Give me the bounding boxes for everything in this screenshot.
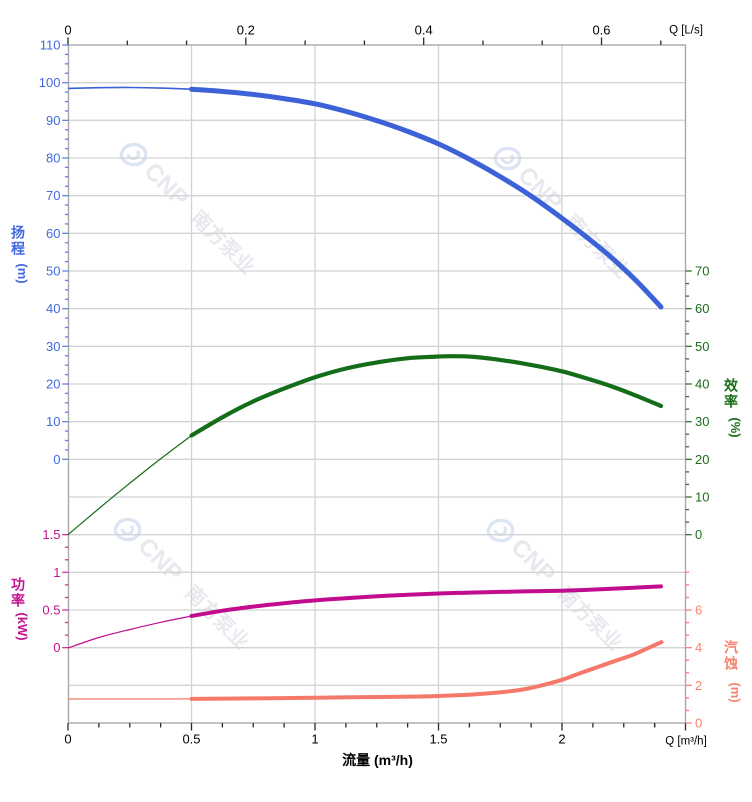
svg-text:0.5: 0.5 (42, 603, 60, 618)
svg-text:90: 90 (46, 113, 60, 128)
svg-text:0: 0 (53, 452, 60, 467)
svg-text:0.5: 0.5 (182, 732, 200, 747)
svg-text:50: 50 (695, 339, 709, 354)
svg-text:程: 程 (11, 241, 25, 257)
svg-text:2: 2 (695, 678, 702, 693)
svg-text:(kW): (kW) (15, 612, 30, 640)
svg-text:(m): (m) (728, 682, 743, 702)
svg-text:率: 率 (11, 593, 25, 609)
svg-text:(m): (m) (15, 263, 30, 283)
svg-text:Q [L/s]: Q [L/s] (669, 25, 703, 37)
svg-text:流量 (m³/h): 流量 (m³/h) (342, 752, 413, 768)
svg-text:0: 0 (53, 640, 60, 655)
svg-text:40: 40 (695, 377, 709, 392)
svg-text:100: 100 (39, 75, 61, 90)
svg-text:80: 80 (46, 151, 60, 166)
svg-text:0: 0 (64, 23, 71, 38)
svg-text:70: 70 (46, 188, 60, 203)
svg-text:4: 4 (695, 640, 702, 655)
svg-text:Q [m³/h]: Q [m³/h] (665, 736, 707, 748)
svg-text:效: 效 (724, 378, 739, 394)
svg-text:率: 率 (724, 394, 738, 410)
svg-text:1.5: 1.5 (429, 732, 447, 747)
svg-text:0: 0 (695, 527, 702, 542)
svg-text:20: 20 (695, 452, 709, 467)
svg-text:60: 60 (695, 301, 709, 316)
svg-text:1.5: 1.5 (42, 527, 60, 542)
svg-text:蚀: 蚀 (723, 656, 738, 672)
svg-text:30: 30 (46, 339, 60, 354)
svg-text:70: 70 (695, 264, 709, 279)
svg-text:40: 40 (46, 301, 60, 316)
svg-text:汽: 汽 (724, 640, 738, 656)
svg-text:0.6: 0.6 (592, 23, 610, 38)
svg-text:(%): (%) (728, 417, 743, 437)
svg-text:20: 20 (46, 377, 60, 392)
svg-text:50: 50 (46, 264, 60, 279)
svg-text:10: 10 (46, 414, 60, 429)
svg-text:0: 0 (64, 732, 71, 747)
svg-text:1: 1 (311, 732, 318, 747)
svg-text:30: 30 (695, 414, 709, 429)
svg-text:扬: 扬 (11, 225, 25, 241)
svg-text:1: 1 (53, 565, 60, 580)
svg-text:0.4: 0.4 (415, 23, 433, 38)
svg-text:60: 60 (46, 226, 60, 241)
svg-text:10: 10 (695, 490, 709, 505)
svg-text:2: 2 (558, 732, 565, 747)
svg-text:功: 功 (11, 577, 25, 593)
svg-text:0.2: 0.2 (237, 23, 255, 38)
svg-text:6: 6 (695, 603, 702, 618)
svg-text:110: 110 (40, 38, 61, 53)
svg-text:0: 0 (695, 716, 702, 731)
